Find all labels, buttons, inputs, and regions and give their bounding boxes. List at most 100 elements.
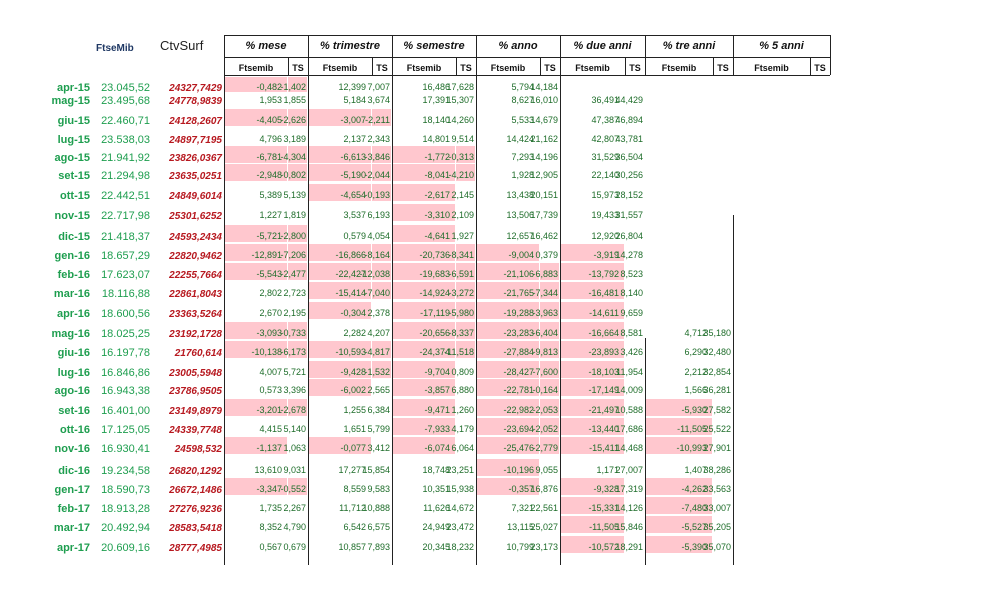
table-cell: 19,433 <box>591 210 619 220</box>
table-cell: 9,031 <box>283 465 306 475</box>
row-ftsemib: 18.600,56 <box>101 308 150 320</box>
row-ftsemib: 16.846,86 <box>101 367 150 379</box>
row-ctvsurf: 27276,9236 <box>169 504 222 515</box>
table-cell: 10,799 <box>506 542 534 552</box>
negative-highlight <box>477 341 539 358</box>
body-divider-6 <box>733 215 734 565</box>
row-ctvsurf: 21760,614 <box>174 348 222 359</box>
table-cell: -7,480 <box>681 503 707 513</box>
sub-divider-6 <box>810 57 811 75</box>
table-cell: -3,093 <box>256 328 282 338</box>
negative-highlight <box>456 341 475 358</box>
table-cell: 2,195 <box>283 308 306 318</box>
sub-divider-1 <box>372 57 373 75</box>
table-cell: 26,804 <box>615 231 643 241</box>
table-cell: 9,514 <box>451 134 474 144</box>
table-cell: 8,352 <box>259 522 282 532</box>
table-cell: -6,173 <box>280 347 306 357</box>
table-cell: -9,328 <box>593 484 619 494</box>
table-cell: -20,656 <box>419 328 450 338</box>
negative-highlight <box>288 225 307 242</box>
sub-header-ts-4: TS <box>629 63 641 73</box>
table-cell: -9,428 <box>340 367 366 377</box>
table-cell: 6,193 <box>367 210 390 220</box>
negative-highlight <box>288 399 307 416</box>
table-cell: -9,004 <box>508 250 534 260</box>
table-cell: 13,610 <box>254 465 282 475</box>
table-cell: 12,920 <box>591 231 619 241</box>
group-header-5: % tre anni <box>662 40 716 52</box>
table-cell: -10,993 <box>676 443 707 453</box>
body-divider-5 <box>645 338 646 565</box>
sub-header-ftsemib-0: Ftsemib <box>238 63 274 73</box>
table-cell: 3,189 <box>283 134 306 144</box>
row-month: mag-15 <box>51 95 90 107</box>
negative-highlight <box>456 244 475 261</box>
table-cell: 8,559 <box>343 484 366 494</box>
table-cell: 4,796 <box>259 134 282 144</box>
table-cell: -6,002 <box>340 385 366 395</box>
table-cell: 18,140 <box>422 115 450 125</box>
negative-highlight <box>646 437 712 454</box>
table-cell: -22,982 <box>503 405 534 415</box>
table-cell: 7,293 <box>511 152 534 162</box>
negative-highlight <box>225 164 287 181</box>
table-cell: 14,424 <box>506 134 534 144</box>
table-cell: -0,733 <box>280 328 306 338</box>
sub-header-ts-1: TS <box>376 63 388 73</box>
negative-highlight <box>225 77 287 92</box>
negative-highlight <box>477 437 539 454</box>
table-cell: 2,267 <box>283 503 306 513</box>
negative-highlight <box>561 399 624 416</box>
row-ftsemib: 17.125,05 <box>101 424 150 436</box>
sub-divider-0 <box>288 57 289 75</box>
body-divider-1 <box>308 75 309 565</box>
negative-highlight <box>393 322 455 339</box>
negative-highlight <box>477 399 539 416</box>
negative-highlight <box>393 225 455 242</box>
negative-highlight <box>561 244 624 261</box>
row-ctvsurf: 24128,2607 <box>169 116 222 127</box>
negative-highlight <box>309 361 371 378</box>
negative-highlight <box>456 146 475 163</box>
table-cell: -1,532 <box>364 367 390 377</box>
row-ctvsurf: 23363,5264 <box>169 309 222 320</box>
table-cell: 35,070 <box>703 542 731 552</box>
table-cell: -4,654 <box>340 190 366 200</box>
row-month: dic-16 <box>58 465 90 477</box>
row-ctvsurf: 28777,4985 <box>169 543 222 554</box>
table-cell: 32,480 <box>703 347 731 357</box>
table-cell: 14,126 <box>615 503 643 513</box>
row-ctvsurf: 24339,7748 <box>169 425 222 436</box>
table-cell: -13,440 <box>588 424 619 434</box>
table-cell: 1,953 <box>259 95 282 105</box>
table-cell: -15,411 <box>589 443 619 453</box>
table-cell: 4,179 <box>451 424 474 434</box>
table-cell: 36,504 <box>615 152 643 162</box>
table-cell: -18,103 <box>588 367 619 377</box>
negative-highlight <box>393 263 455 280</box>
negative-highlight <box>477 459 539 476</box>
table-cell: -6,883 <box>532 269 558 279</box>
row-month: apr-17 <box>56 542 90 554</box>
group-header-3: % anno <box>498 40 538 52</box>
table-cell: -4,817 <box>364 347 390 357</box>
table-cell: -5,980 <box>448 308 474 318</box>
sub-header-ftsemib-3: Ftsemib <box>490 63 526 73</box>
table-cell: -0,077 <box>340 443 366 453</box>
table-cell: 18,232 <box>446 542 474 552</box>
row-ctvsurf: 28583,5418 <box>169 523 222 534</box>
row-month: apr-15 <box>56 82 90 94</box>
row-month: mag-16 <box>51 328 90 340</box>
table-cell: -9,471 <box>424 405 450 415</box>
row-ctvsurf: 26672,1486 <box>169 485 222 496</box>
table-cell: -2,044 <box>364 170 390 180</box>
table-cell: 17,319 <box>615 484 643 494</box>
negative-highlight <box>561 361 624 378</box>
table-cell: -3,007 <box>340 115 366 125</box>
table-cell: -6,613 <box>340 152 366 162</box>
table-cell: -2,211 <box>365 115 390 125</box>
table-cell: 47,387 <box>591 115 619 125</box>
negative-highlight <box>393 437 455 454</box>
negative-highlight <box>456 302 475 319</box>
